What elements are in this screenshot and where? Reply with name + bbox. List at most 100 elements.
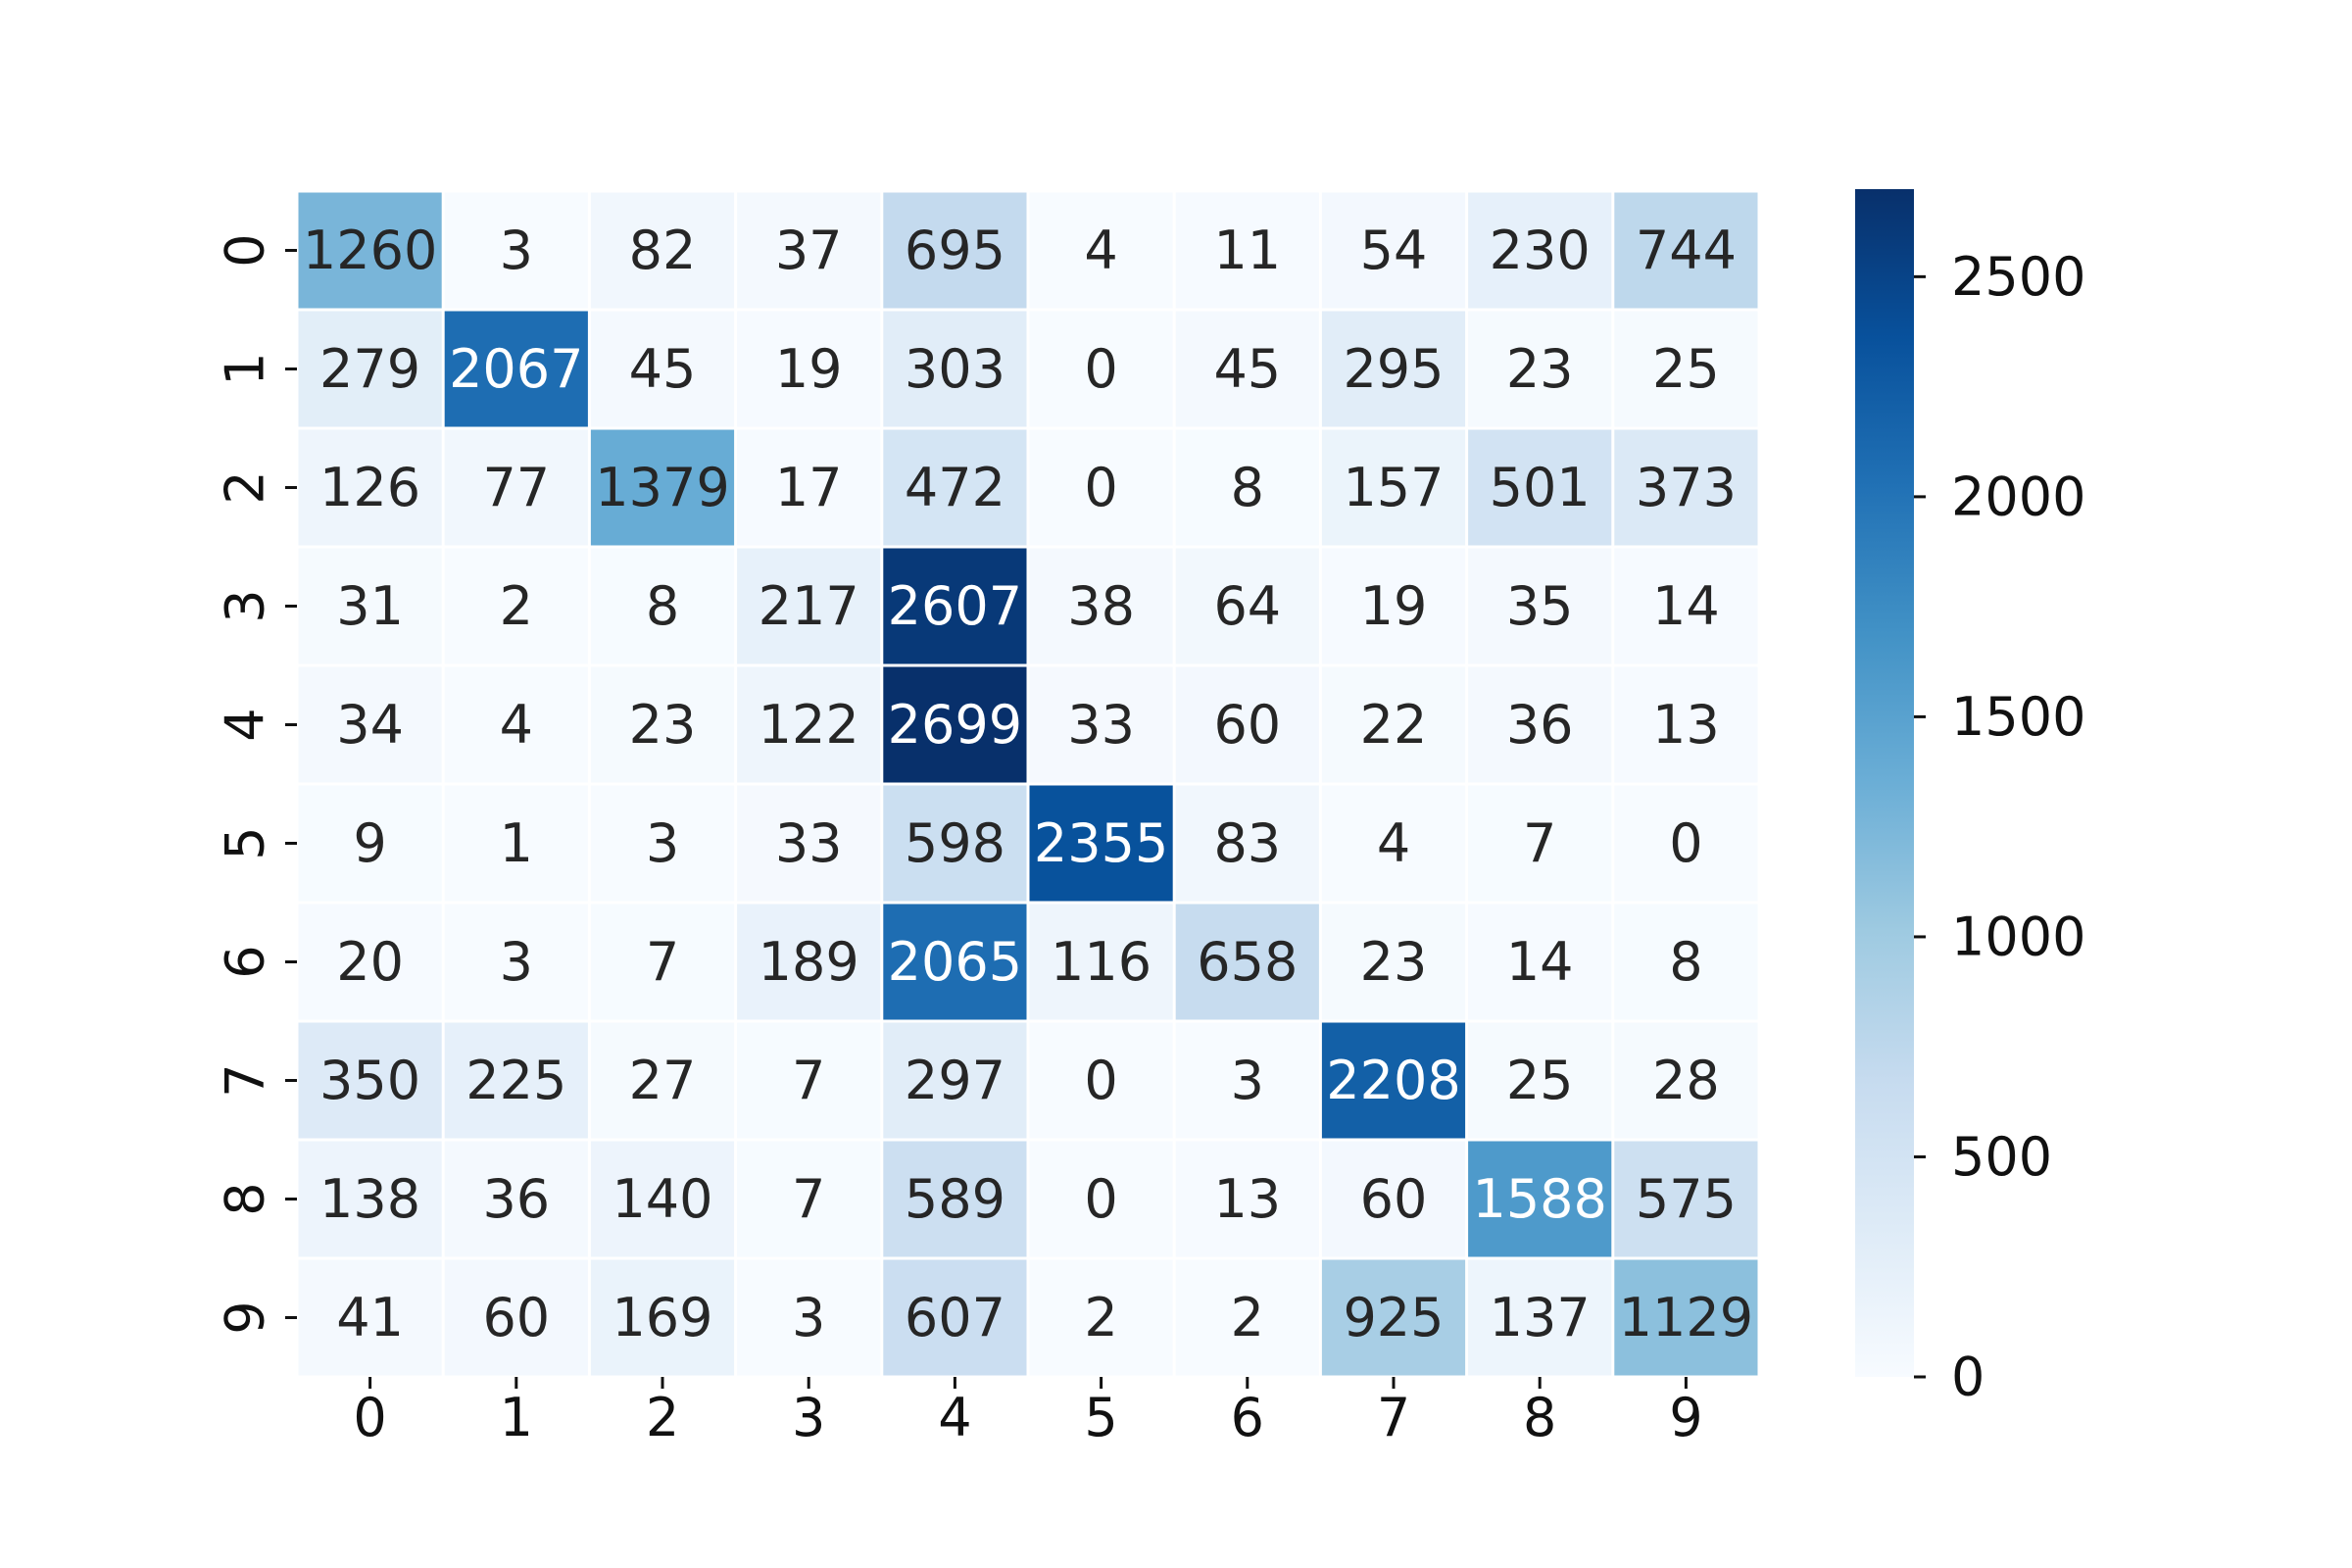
heatmap-cell bbox=[1321, 666, 1466, 783]
cell-value-label: 77 bbox=[482, 457, 550, 518]
heatmap-cell bbox=[590, 192, 735, 309]
heatmap-cell bbox=[1468, 192, 1612, 309]
heatmap-cell bbox=[737, 192, 881, 309]
cell-value-label: 4 bbox=[1084, 220, 1117, 281]
cell-value-label: 14 bbox=[1652, 575, 1720, 637]
heatmap-cell bbox=[883, 311, 1027, 427]
cell-value-label: 64 bbox=[1213, 575, 1281, 637]
heatmap-cell bbox=[298, 548, 442, 664]
heatmap-cell bbox=[1321, 311, 1466, 427]
cell-value-label: 25 bbox=[1652, 338, 1720, 400]
heatmap-cell bbox=[1468, 1141, 1612, 1257]
cell-value-label: 4 bbox=[500, 694, 533, 756]
cell-value-label: 11 bbox=[1213, 220, 1281, 281]
cell-value-label: 7 bbox=[646, 931, 679, 993]
heatmap-cell bbox=[298, 666, 442, 783]
heatmap-cell bbox=[1468, 904, 1612, 1020]
heatmap-cell bbox=[1614, 785, 1758, 902]
heatmap-cell bbox=[883, 1141, 1027, 1257]
y-tick-label: 7 bbox=[215, 1063, 276, 1097]
heatmap-cell bbox=[737, 904, 881, 1020]
cell-value-label: 589 bbox=[905, 1168, 1005, 1230]
cell-value-label: 126 bbox=[319, 457, 420, 518]
heatmap-cell bbox=[298, 785, 442, 902]
cell-value-label: 303 bbox=[905, 338, 1005, 400]
y-tick-label: 9 bbox=[215, 1300, 276, 1334]
cell-value-label: 3 bbox=[646, 812, 679, 874]
heatmap-cell bbox=[298, 904, 442, 1020]
heatmap-cell bbox=[1614, 904, 1758, 1020]
heatmap-cell bbox=[298, 1022, 442, 1139]
cell-value-label: 2067 bbox=[449, 338, 583, 400]
heatmap-cell bbox=[1614, 1141, 1758, 1257]
cell-value-label: 1379 bbox=[595, 457, 729, 518]
cell-value-label: 658 bbox=[1197, 931, 1298, 993]
heatmap-cell bbox=[444, 1141, 588, 1257]
cell-value-label: 116 bbox=[1051, 931, 1152, 993]
cell-value-label: 37 bbox=[775, 220, 843, 281]
cell-value-label: 1129 bbox=[1619, 1287, 1753, 1348]
x-axis: 0 1 2 3 4 5 6 7 8 9 bbox=[353, 1377, 1703, 1448]
cell-value-label: 13 bbox=[1652, 694, 1720, 756]
cell-value-label: 3 bbox=[500, 220, 533, 281]
x-tick-label: 5 bbox=[1084, 1387, 1117, 1448]
colorbar-tick-label: 2500 bbox=[1951, 246, 2085, 308]
colorbar-gradient bbox=[1855, 189, 1914, 1377]
cell-value-label: 25 bbox=[1506, 1050, 1574, 1111]
cell-value-label: 33 bbox=[1067, 694, 1135, 756]
cell-value-label: 23 bbox=[1506, 338, 1574, 400]
heatmap-cell bbox=[298, 192, 442, 309]
heatmap-cell bbox=[1614, 1259, 1758, 1376]
cell-value-label: 607 bbox=[905, 1287, 1005, 1348]
cell-value-label: 122 bbox=[759, 694, 859, 756]
heatmap-cell bbox=[444, 311, 588, 427]
cell-value-label: 2208 bbox=[1326, 1050, 1460, 1111]
heatmap-cell bbox=[1029, 429, 1173, 546]
y-tick-label: 3 bbox=[215, 589, 276, 622]
cell-value-label: 8 bbox=[1231, 457, 1264, 518]
heatmap-cell bbox=[1614, 192, 1758, 309]
cell-value-label: 3 bbox=[500, 931, 533, 993]
cell-value-label: 295 bbox=[1343, 338, 1444, 400]
cell-value-label: 38 bbox=[1067, 575, 1135, 637]
heatmap-cell bbox=[590, 548, 735, 664]
heatmap-cell bbox=[1029, 1141, 1173, 1257]
cell-value-label: 0 bbox=[1084, 1050, 1117, 1111]
cell-value-label: 0 bbox=[1084, 457, 1117, 518]
cell-value-label: 297 bbox=[905, 1050, 1005, 1111]
cell-value-label: 695 bbox=[905, 220, 1005, 281]
heatmap-cell bbox=[1614, 666, 1758, 783]
heatmap-cell bbox=[1321, 1141, 1466, 1257]
heatmap-cell bbox=[1029, 904, 1173, 1020]
heatmap-cell bbox=[1614, 548, 1758, 664]
heatmap-cell bbox=[298, 1259, 442, 1376]
cell-value-label: 575 bbox=[1636, 1168, 1737, 1230]
cell-value-label: 350 bbox=[319, 1050, 420, 1111]
cell-value-label: 41 bbox=[336, 1287, 404, 1348]
cell-value-label: 2699 bbox=[888, 694, 1022, 756]
heatmap-cell bbox=[883, 666, 1027, 783]
heatmap-cell bbox=[590, 1022, 735, 1139]
cell-value-label: 14 bbox=[1506, 931, 1574, 993]
cell-value-label: 83 bbox=[1213, 812, 1281, 874]
heatmap-cell bbox=[1614, 1022, 1758, 1139]
cell-value-label: 36 bbox=[1506, 694, 1574, 756]
x-tick-label: 8 bbox=[1523, 1387, 1556, 1448]
cell-value-label: 8 bbox=[646, 575, 679, 637]
cell-value-label: 36 bbox=[482, 1168, 550, 1230]
cell-value-label: 54 bbox=[1360, 220, 1428, 281]
heatmap-cell bbox=[883, 192, 1027, 309]
colorbar: 0 500 1000 1500 2000 2500 bbox=[1855, 189, 2085, 1408]
heatmap-cell bbox=[444, 666, 588, 783]
cell-value-label: 7 bbox=[792, 1168, 825, 1230]
heatmap-cell bbox=[590, 1259, 735, 1376]
cell-value-label: 2 bbox=[500, 575, 533, 637]
heatmap-cell bbox=[1468, 1259, 1612, 1376]
cell-value-label: 19 bbox=[775, 338, 843, 400]
heatmap-cell bbox=[1614, 311, 1758, 427]
cell-value-label: 2355 bbox=[1034, 812, 1168, 874]
heatmap-cell bbox=[298, 429, 442, 546]
cell-value-label: 225 bbox=[466, 1050, 566, 1111]
heatmap-cell bbox=[1029, 548, 1173, 664]
